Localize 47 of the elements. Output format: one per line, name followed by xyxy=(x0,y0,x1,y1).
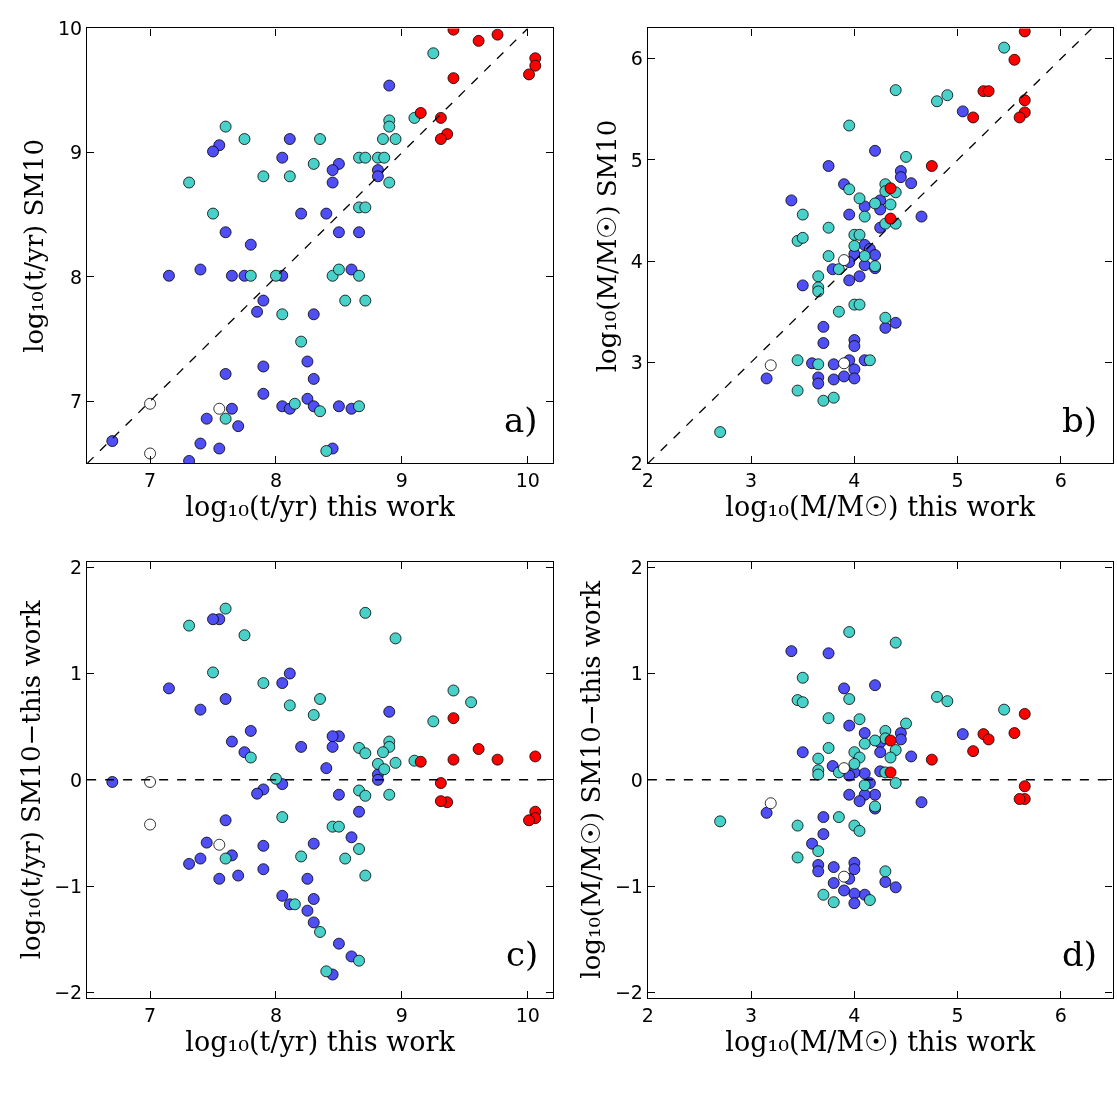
y-tick-label: 2 xyxy=(70,555,83,578)
y-axis-title: log₁₀(t/yr) SM10−this work xyxy=(15,600,46,960)
x-axis-title: log₁₀(t/yr) this work xyxy=(185,1025,456,1057)
annotation: a) xyxy=(504,400,538,440)
y-tick-label: −1 xyxy=(54,874,83,897)
y-tick-label: 2 xyxy=(630,452,643,475)
x-tick-label: 3 xyxy=(745,1003,758,1026)
x-tick-label: 10 xyxy=(515,469,540,492)
y-axis-title: log₁₀(M/M☉) SM10−this work xyxy=(576,580,607,979)
y-tick-label: 0 xyxy=(630,768,643,791)
x-axis-title: log₁₀(M/M☉) this work xyxy=(725,491,1036,523)
annotation: b) xyxy=(1062,400,1098,440)
annotation: d) xyxy=(1062,934,1098,974)
x-tick-label: 4 xyxy=(848,469,861,492)
y-tick-label: 2 xyxy=(630,555,643,578)
x-tick-label: 5 xyxy=(951,469,964,492)
y-tick-label: 1 xyxy=(630,662,643,685)
x-tick-label: 8 xyxy=(269,1003,282,1026)
x-tick-label: 4 xyxy=(848,1003,861,1026)
x-tick-label: 9 xyxy=(395,1003,408,1026)
x-tick-label: 10 xyxy=(515,1003,540,1026)
x-axis-title: log₁₀(t/yr) this work xyxy=(185,491,456,523)
x-tick-label: 5 xyxy=(951,1003,964,1026)
x-tick-label: 7 xyxy=(144,1003,157,1026)
x-tick-label: 3 xyxy=(745,469,758,492)
y-tick-label: 7 xyxy=(70,389,83,412)
x-tick-label: 9 xyxy=(395,469,408,492)
y-tick-label: 9 xyxy=(70,141,83,164)
x-tick-label: 6 xyxy=(1054,469,1067,492)
y-tick-label: −2 xyxy=(614,981,643,1004)
x-tick-label: 8 xyxy=(269,469,282,492)
y-tick-label: −1 xyxy=(614,874,643,897)
y-tick-label: 6 xyxy=(630,47,643,70)
y-tick-label: 8 xyxy=(70,265,83,288)
x-tick-label: 7 xyxy=(144,469,157,492)
y-axis-title: log₁₀(t/yr) SM10 xyxy=(19,139,50,353)
y-tick-label: 3 xyxy=(630,350,643,373)
x-axis-title: log₁₀(M/M☉) this work xyxy=(725,1025,1036,1057)
x-tick-label: 6 xyxy=(1054,1003,1067,1026)
y-axis-title: log₁₀(M/M☉) SM10 xyxy=(592,119,623,373)
y-tick-label: 1 xyxy=(70,662,83,685)
y-tick-label: 0 xyxy=(70,768,83,791)
annotation: c) xyxy=(506,934,539,974)
y-tick-label: 10 xyxy=(57,17,83,40)
y-tick-label: 4 xyxy=(630,249,643,272)
y-tick-label: 5 xyxy=(630,148,643,171)
y-tick-label: −2 xyxy=(54,981,83,1004)
